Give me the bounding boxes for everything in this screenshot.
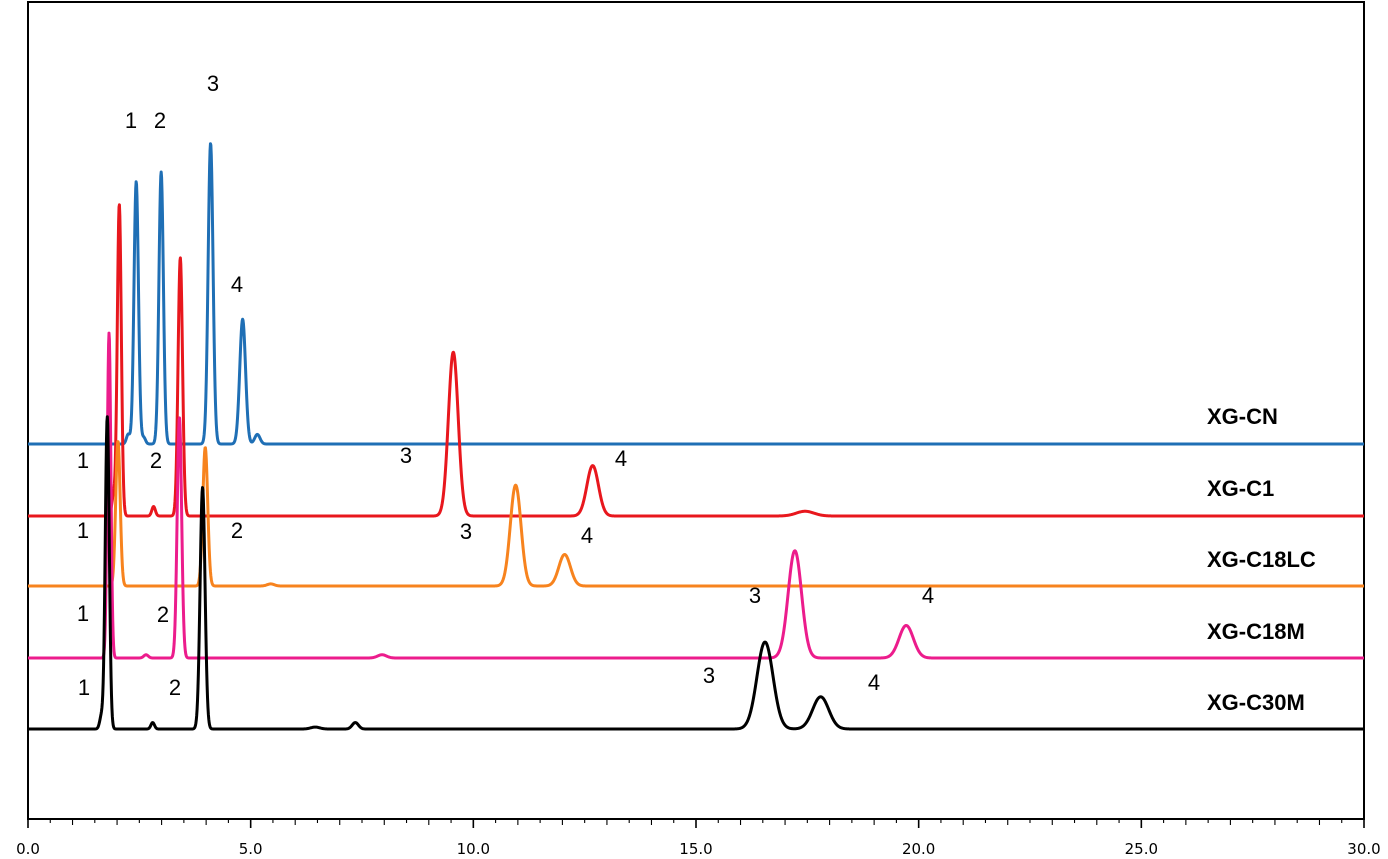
x-axis-ticks [27, 819, 1365, 828]
x-tick-label: 30.0 [1347, 840, 1380, 858]
peak-label: 4 [231, 272, 243, 297]
peak-label: 2 [150, 448, 162, 473]
traces [26, 142, 1366, 731]
trace-xg-c1 [26, 203, 1366, 518]
legend-label-xg-c30m: XG-C30M [1207, 690, 1305, 715]
peak-label: 4 [615, 446, 627, 471]
trace-xg-cn [26, 142, 1366, 446]
x-tick-label: 5.0 [239, 840, 263, 858]
x-tick-label: 15.0 [679, 840, 712, 858]
x-tick-label: 20.0 [902, 840, 935, 858]
peak-label: 1 [77, 518, 89, 543]
legend: XG-CN XG-C1 XG-C18LC XG-C18M XG-C30M [1207, 404, 1316, 715]
trace-xg-c18m [26, 331, 1366, 660]
trace-xg-c30m [26, 415, 1366, 731]
peak-label: 3 [460, 519, 472, 544]
peak-label: 1 [77, 448, 89, 473]
peak-label: 2 [157, 602, 169, 627]
peak-label: 1 [78, 675, 90, 700]
peak-label: 1 [125, 108, 137, 133]
peak-label: 2 [231, 518, 243, 543]
trace-xg-c18lc [26, 440, 1366, 588]
peak-label: 2 [154, 108, 166, 133]
legend-label-xg-c1: XG-C1 [1207, 476, 1274, 501]
x-axis-tick-labels: 0.0 5.0 10.0 15.0 20.0 25.0 30.0 [16, 840, 1381, 858]
peak-label: 3 [749, 583, 761, 608]
peak-label: 3 [703, 663, 715, 688]
x-tick-label: 0.0 [16, 840, 40, 858]
peak-label: 3 [207, 71, 219, 96]
legend-label-xg-c18lc: XG-C18LC [1207, 547, 1316, 572]
legend-label-xg-c18m: XG-C18M [1207, 619, 1305, 644]
peak-label: 1 [77, 601, 89, 626]
peak-label: 3 [400, 443, 412, 468]
plot-frame [27, 1, 1365, 820]
peak-label: 2 [169, 675, 181, 700]
x-tick-label: 25.0 [1125, 840, 1158, 858]
peak-label: 4 [581, 523, 593, 548]
legend-label-xg-cn: XG-CN [1207, 404, 1278, 429]
x-tick-label: 10.0 [457, 840, 490, 858]
peak-label: 4 [922, 583, 934, 608]
peak-label: 4 [868, 670, 880, 695]
